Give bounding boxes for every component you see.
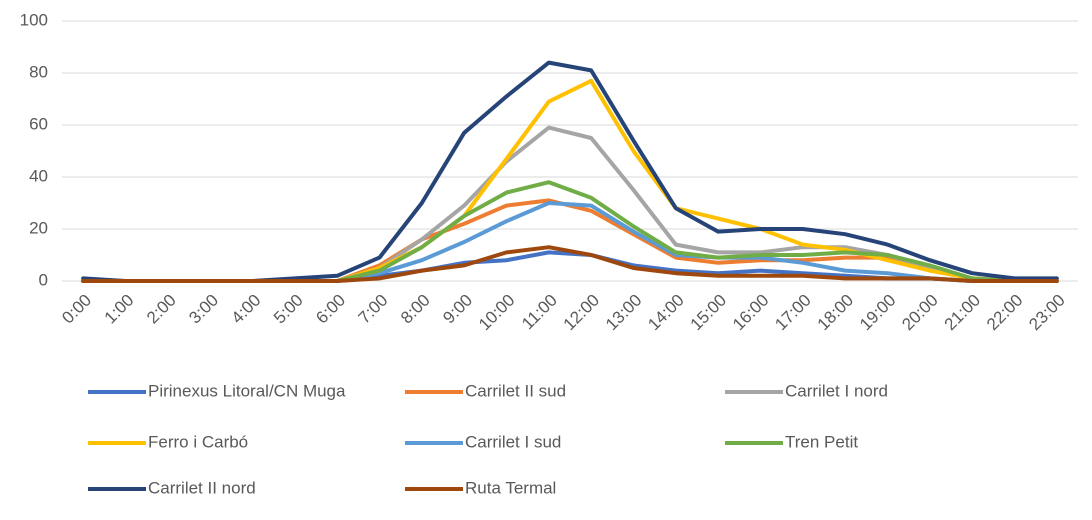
legend-label: Tren Petit xyxy=(785,432,858,451)
x-tick-label: 17:00 xyxy=(771,291,815,335)
x-tick-label: 8:00 xyxy=(397,291,434,328)
legend-label: Carrilet II sud xyxy=(465,381,566,400)
y-tick-label: 0 xyxy=(39,270,48,289)
x-tick-label: 22:00 xyxy=(983,291,1027,335)
x-tick-label: 6:00 xyxy=(312,291,349,328)
x-tick-label: 4:00 xyxy=(228,291,265,328)
x-tick-label: 12:00 xyxy=(560,291,604,335)
x-tick-label: 9:00 xyxy=(439,291,476,328)
x-tick-label: 16:00 xyxy=(729,291,773,335)
y-tick-label: 20 xyxy=(29,218,48,237)
x-tick-label: 10:00 xyxy=(475,291,519,335)
y-tick-label: 100 xyxy=(20,10,48,29)
legend-label: Carrilet II nord xyxy=(148,478,256,497)
x-tick-label: 19:00 xyxy=(856,291,900,335)
x-tick-label: 13:00 xyxy=(602,291,646,335)
legend-label: Pirinexus Litoral/CN Muga xyxy=(148,381,346,400)
x-tick-label: 14:00 xyxy=(644,291,688,335)
x-tick-label: 5:00 xyxy=(270,291,307,328)
x-tick-label: 20:00 xyxy=(898,291,942,335)
x-tick-label: 7:00 xyxy=(355,291,392,328)
x-tick-label: 18:00 xyxy=(814,291,858,335)
y-tick-label: 80 xyxy=(29,62,48,81)
series-line xyxy=(81,60,1059,283)
x-tick-label: 1:00 xyxy=(101,291,138,328)
series-line xyxy=(81,201,1059,283)
x-tick-label: 21:00 xyxy=(941,291,985,335)
x-tick-label: 3:00 xyxy=(185,291,222,328)
series-line xyxy=(81,198,1059,283)
y-tick-label: 40 xyxy=(29,166,48,185)
series-line xyxy=(81,245,1059,283)
x-tick-label: 23:00 xyxy=(1025,291,1069,335)
legend-label: Ruta Termal xyxy=(465,478,556,497)
x-tick-label: 2:00 xyxy=(143,291,180,328)
x-tick-label: 11:00 xyxy=(518,291,561,334)
x-tick-label: 15:00 xyxy=(687,291,731,335)
legend-label: Carrilet I nord xyxy=(785,381,888,400)
x-tick-label: 0:00 xyxy=(58,291,95,328)
y-tick-label: 60 xyxy=(29,114,48,133)
legend-label: Carrilet I sud xyxy=(465,432,561,451)
legend-label: Ferro i Carbó xyxy=(148,432,248,451)
